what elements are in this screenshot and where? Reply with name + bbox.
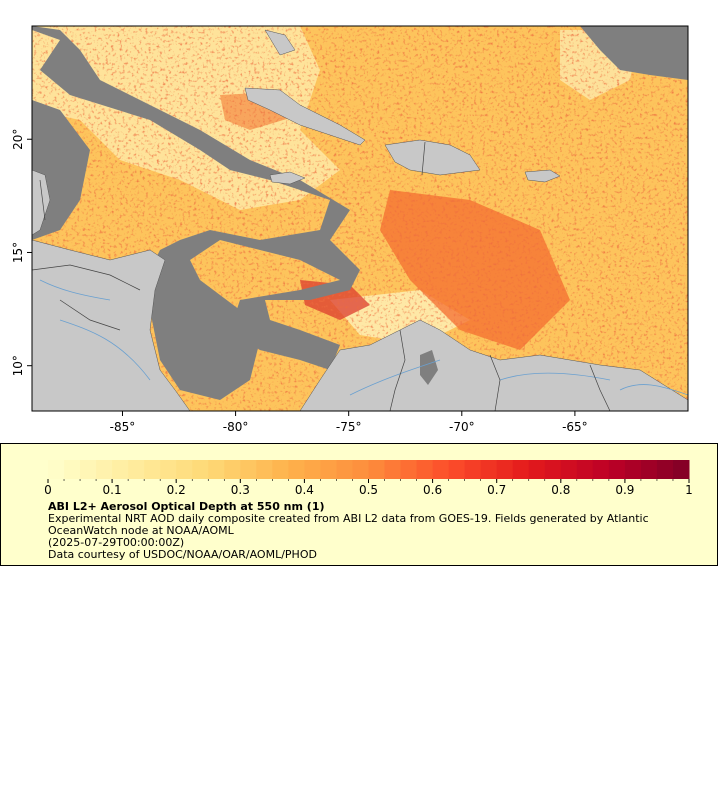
colorbar-swatch <box>336 460 353 479</box>
colorbar-swatch <box>496 460 514 479</box>
colorbar-swatch <box>240 460 257 479</box>
colorbar-swatch <box>624 460 642 479</box>
colorbar-swatch <box>160 460 177 479</box>
hispaniola-land <box>384 139 481 176</box>
bahamas-land <box>264 29 296 56</box>
colorbar-swatch <box>192 460 209 479</box>
colorbar-swatch <box>640 460 658 479</box>
colorbar-swatch <box>432 460 450 479</box>
legend-title: ABI L2+ Aerosol Optical Depth at 550 nm … <box>48 500 325 513</box>
colorbar-swatch <box>592 460 610 479</box>
colorbar-swatch <box>304 460 321 479</box>
yucatan-land <box>32 169 51 236</box>
colorbar-blocks <box>48 460 690 479</box>
legend-date: (2025-07-29T00:00:00Z) <box>48 536 185 549</box>
colorbar-swatch <box>480 460 498 479</box>
colorbar-swatch <box>64 460 81 479</box>
map-frame <box>31 25 689 412</box>
colorbar-swatch <box>528 460 546 479</box>
colorbar-tick-label: 0.5 <box>359 483 378 497</box>
colorbar-swatch <box>368 460 386 479</box>
colorbar-swatch <box>128 460 145 479</box>
colorbar-swatch <box>80 460 97 479</box>
y-tick-label: 10° <box>11 355 25 376</box>
colorbar-swatch <box>672 460 690 479</box>
colorbar-swatch <box>256 460 273 479</box>
gulf-of-mexico-missing <box>32 26 360 400</box>
colorbar-swatch <box>288 460 305 479</box>
colorbar-swatch <box>384 460 402 479</box>
central-america-land <box>32 239 191 411</box>
colorbar-swatch <box>608 460 626 479</box>
colorbar-swatch <box>560 460 578 479</box>
colorbar-swatch <box>176 460 193 479</box>
colorbar-swatch <box>208 460 225 479</box>
colorbar-tick-label: 0.3 <box>231 483 250 497</box>
colorbar-tick-label: 0.2 <box>167 483 186 497</box>
colorbar-swatch <box>512 460 530 479</box>
atlantic-missing-ne <box>580 26 688 80</box>
colorbar-swatch <box>224 460 241 479</box>
y-tick-label: 15° <box>11 242 25 263</box>
legend-credit: Data courtesy of USDOC/NOAA/OAR/AOML/PHO… <box>48 548 317 561</box>
x-tick-label: -85° <box>110 420 136 434</box>
colorbar-swatch <box>320 460 337 479</box>
colorbar-tick-label: 0.9 <box>615 483 634 497</box>
x-tick-label: -70° <box>449 420 475 434</box>
colorbar-tick-label: 1 <box>685 483 693 497</box>
maracaibo-lake <box>420 350 438 385</box>
colorbar-swatch <box>400 460 418 479</box>
country-borders <box>32 141 611 411</box>
y-axis: 10° 15° 20° <box>11 129 32 376</box>
colorbar-tick-label: 0.8 <box>551 483 570 497</box>
colorbar-swatch <box>272 460 289 479</box>
colorbar: 0 0.1 0.2 0.3 0.4 0.5 0.6 0.7 0.8 0.9 1 <box>44 460 693 497</box>
colorbar-swatch <box>112 460 129 479</box>
colorbar-swatch <box>144 460 161 479</box>
colorbar-swatch <box>656 460 674 479</box>
colorbar-ticks: 0 0.1 0.2 0.3 0.4 0.5 0.6 0.7 0.8 0.9 1 <box>44 479 693 497</box>
y-tick-label: 20° <box>11 129 25 150</box>
x-tick-label: -65° <box>562 420 588 434</box>
x-axis: -85° -80° -75° -70° -65° <box>110 411 588 434</box>
colorbar-tick-label: 0.7 <box>487 483 506 497</box>
x-tick-label: -80° <box>223 420 249 434</box>
colorbar-tick-label: 0 <box>44 483 52 497</box>
colorbar-swatch <box>544 460 562 479</box>
colorbar-swatch <box>448 460 466 479</box>
puerto-rico-land <box>524 169 561 183</box>
colorbar-tick-label: 0.1 <box>103 483 122 497</box>
jamaica-land <box>269 171 306 185</box>
colorbar-tick-label: 0.6 <box>423 483 442 497</box>
legend-panel: 0 0.1 0.2 0.3 0.4 0.5 0.6 0.7 0.8 0.9 1 ABI L2+ Ae… <box>0 443 718 566</box>
colorbar-swatch <box>96 460 113 479</box>
map-plot-area <box>32 26 688 411</box>
aod-map: -85° -80° -75° -70° -65° 10° 15° 20° <box>11 25 689 434</box>
legend-description: Experimental NRT AOD daily composite cre… <box>48 512 649 537</box>
cuba-land <box>244 87 366 146</box>
colorbar-swatch <box>416 460 434 479</box>
colorbar-swatch <box>48 460 65 479</box>
x-tick-label: -75° <box>336 420 362 434</box>
colorbar-tick-label: 0.4 <box>295 483 314 497</box>
rivers <box>39 279 688 396</box>
colorbar-swatch <box>464 460 482 479</box>
colorbar-swatch <box>352 460 369 479</box>
colorbar-swatch <box>576 460 594 479</box>
